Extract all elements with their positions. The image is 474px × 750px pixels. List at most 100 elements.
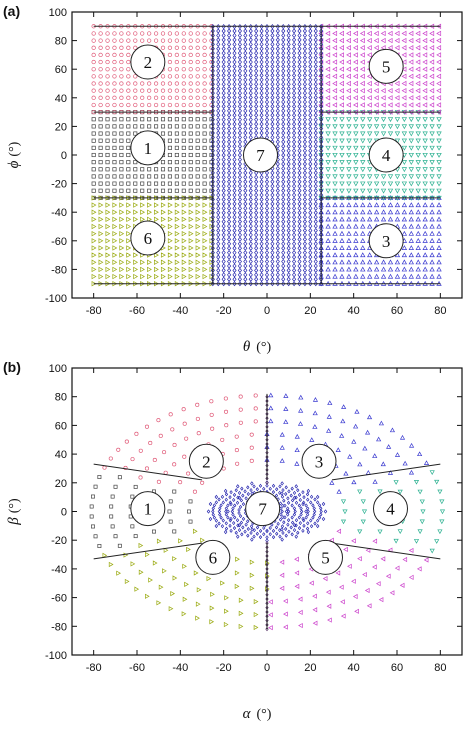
- region-marker-circle: [368, 137, 404, 173]
- data-point: [346, 188, 352, 194]
- data-point: [174, 59, 180, 65]
- data-point: [195, 131, 200, 136]
- data-point: [181, 181, 186, 186]
- data-point: [292, 130, 297, 136]
- data-point: [188, 202, 194, 208]
- data-point: [188, 519, 193, 524]
- data-point: [422, 266, 428, 272]
- data-point: [353, 273, 359, 279]
- data-point: [292, 196, 297, 203]
- data-point: [181, 38, 186, 43]
- data-point: [243, 99, 248, 105]
- data-point: [287, 509, 291, 514]
- data-point: [105, 202, 111, 208]
- data-point: [108, 456, 113, 461]
- data-point: [281, 94, 286, 101]
- data-point: [346, 131, 352, 137]
- data-point: [105, 245, 111, 251]
- data-point: [436, 30, 442, 37]
- data-point: [237, 130, 242, 136]
- data-point: [216, 161, 221, 167]
- data-point: [373, 174, 380, 180]
- data-point: [394, 188, 401, 194]
- data-point: [429, 145, 435, 151]
- region-marker-circle: [245, 491, 281, 527]
- data-point: [237, 528, 242, 533]
- data-point: [264, 223, 270, 229]
- data-point: [174, 38, 180, 43]
- data-point: [221, 157, 226, 163]
- data-point: [119, 38, 124, 43]
- data-point: [325, 124, 331, 130]
- data-point: [397, 529, 403, 534]
- data-point: [119, 245, 125, 251]
- data-point: [244, 496, 248, 501]
- data-point: [297, 59, 302, 65]
- data-point: [306, 506, 310, 511]
- data-point: [339, 209, 345, 215]
- data-point: [332, 188, 338, 194]
- data-point: [417, 529, 423, 535]
- data-point: [360, 167, 366, 173]
- data-point: [332, 37, 338, 44]
- data-point: [292, 117, 297, 123]
- data-point: [309, 518, 313, 523]
- data-point: [281, 99, 286, 105]
- data-point: [227, 258, 232, 265]
- data-point: [339, 433, 345, 438]
- data-point: [91, 74, 96, 79]
- data-point: [275, 37, 280, 43]
- data-point: [216, 188, 221, 194]
- data-point: [119, 167, 124, 172]
- data-point: [145, 593, 150, 599]
- data-point: [274, 493, 279, 498]
- data-point: [184, 436, 189, 441]
- data-point: [232, 143, 237, 149]
- data-point: [281, 219, 286, 225]
- data-point: [309, 494, 314, 499]
- data-point: [367, 167, 373, 173]
- data-point: [325, 167, 331, 173]
- data-point: [188, 174, 193, 179]
- y-tick-label: 0: [61, 507, 67, 519]
- data-point: [302, 518, 306, 523]
- data-point: [286, 219, 291, 225]
- data-point: [346, 273, 352, 279]
- data-point: [216, 139, 221, 145]
- data-point: [436, 266, 442, 272]
- data-point: [281, 241, 286, 247]
- data-point: [319, 281, 324, 287]
- data-point: [188, 67, 193, 72]
- data-point: [174, 223, 180, 230]
- data-point: [237, 196, 242, 203]
- data-point: [232, 281, 237, 287]
- data-point: [275, 245, 280, 251]
- data-point: [286, 130, 291, 136]
- data-point: [216, 174, 221, 180]
- data-point: [167, 216, 173, 223]
- data-point: [233, 515, 237, 520]
- data-point: [275, 41, 280, 47]
- data-point: [271, 490, 276, 495]
- data-point: [281, 68, 286, 74]
- data-point: [292, 86, 297, 92]
- data-point: [154, 117, 159, 122]
- data-point: [98, 181, 103, 186]
- data-point: [243, 272, 248, 278]
- data-point: [419, 519, 425, 525]
- data-point: [153, 31, 159, 36]
- data-point: [254, 99, 259, 105]
- y-tick-label: 20: [55, 478, 67, 490]
- data-point: [339, 223, 345, 229]
- data-point: [259, 86, 264, 92]
- data-point: [306, 521, 310, 526]
- data-point: [292, 81, 297, 87]
- data-point: [401, 174, 408, 180]
- data-point: [216, 134, 221, 140]
- data-point: [401, 117, 408, 123]
- data-point: [259, 108, 264, 114]
- data-point: [248, 170, 253, 176]
- data-point: [246, 533, 250, 538]
- data-point: [354, 408, 360, 414]
- data-point: [91, 252, 97, 258]
